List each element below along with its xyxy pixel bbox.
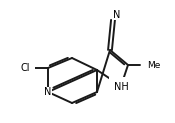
Text: N: N [113, 10, 121, 20]
Text: NH: NH [114, 82, 128, 92]
Text: N: N [44, 87, 52, 97]
Text: Me: Me [147, 61, 160, 69]
Text: Cl: Cl [20, 63, 30, 73]
